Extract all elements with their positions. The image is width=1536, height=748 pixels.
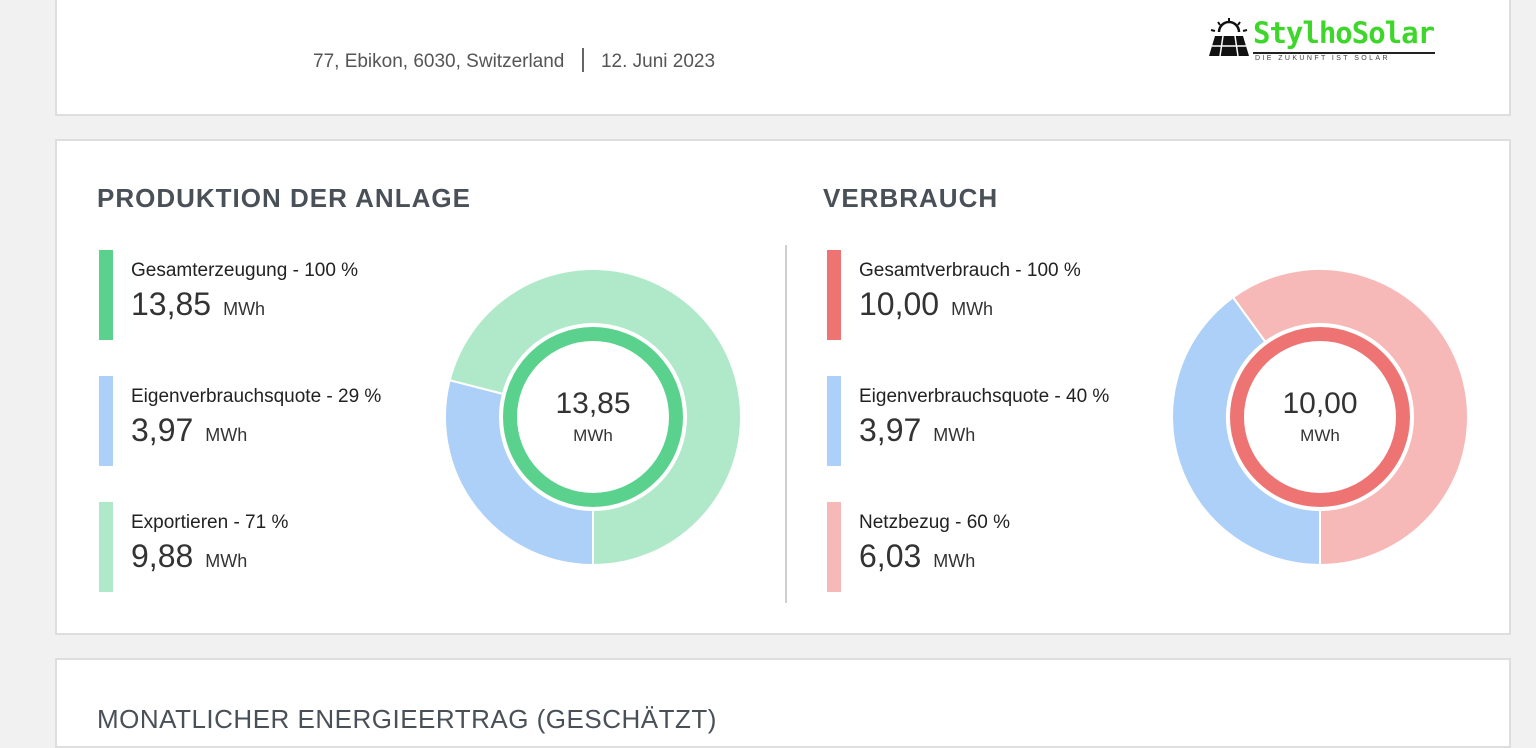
production-donut-chart: 13,85 MWh: [443, 267, 743, 567]
logo-wordmark: StylhoSolar: [1253, 16, 1435, 50]
legend-color-bar: [99, 502, 113, 592]
legend-value: 10,00 MWh: [859, 286, 994, 322]
legend-color-bar: [99, 376, 113, 466]
legend-value: 6,03 MWh: [859, 538, 976, 574]
legend-label: Netzbezug - 60 %: [859, 512, 1011, 533]
legend-color-bar: [827, 376, 841, 466]
monthly-yield-title: MONATLICHER ENERGIEERTRAG (GESCHÄTZT): [97, 704, 717, 734]
section-divider: [785, 245, 787, 603]
donut-center-unit: MWh: [1300, 426, 1340, 445]
donut-center-unit: MWh: [573, 426, 613, 445]
legend-color-bar: [827, 502, 841, 592]
legend-value: 3,97 MWh: [131, 412, 248, 448]
legend-label: Gesamterzeugung - 100 %: [131, 260, 359, 281]
sun-panel-icon: [1209, 18, 1249, 57]
address-line: 77, Ebikon, 6030, Switzerland 12. Juni 2…: [313, 48, 715, 73]
legend-label: Eigenverbrauchsquote - 29 %: [131, 386, 382, 407]
address: 77, Ebikon, 6030, Switzerland: [313, 51, 565, 72]
separator: [581, 48, 584, 72]
logo-tagline: DIE ZUKUNFT IST SOLAR: [1255, 55, 1390, 62]
legend-value: 13,85 MWh: [131, 286, 266, 322]
legend-label: Exportieren - 71 %: [131, 512, 289, 533]
donut-slice-exportieren: [448, 268, 742, 567]
donut-total-ring: [503, 327, 683, 507]
legend-label: Eigenverbrauchsquote - 40 %: [859, 386, 1110, 407]
legend-color-bar: [99, 250, 113, 340]
summary-card: PRODUKTION DER ANLAGE Gesamterzeugung - …: [55, 139, 1511, 635]
consumption-donut-chart: 10,00 MWh: [1170, 267, 1470, 567]
logo-underline: [1253, 52, 1435, 54]
monthly-yield-card: MONATLICHER ENERGIEERTRAG (GESCHÄTZT): [55, 658, 1511, 748]
production-title: PRODUKTION DER ANLAGE: [97, 183, 471, 213]
donut-center-value: 13,85: [555, 387, 631, 420]
legend-color-bar: [827, 250, 841, 340]
company-logo: StylhoSolar DIE ZUKUNFT IST SOLAR: [1207, 16, 1447, 66]
legend-value: 3,97 MWh: [859, 412, 976, 448]
legend-label: Gesamtverbrauch - 100 %: [859, 260, 1081, 281]
report-date: 12. Juni 2023: [600, 51, 716, 72]
donut-total-ring: [1230, 327, 1410, 507]
consumption-title: VERBRAUCH: [823, 183, 999, 213]
donut-slice-eigenverbrauchsquote: [1171, 295, 1321, 567]
donut-slice-eigenverbrauchsquote: [444, 378, 594, 567]
donut-slice-netzbezug: [1231, 268, 1469, 567]
legend-value: 9,88 MWh: [131, 538, 248, 574]
header-card: 77, Ebikon, 6030, Switzerland 12. Juni 2…: [55, 0, 1511, 116]
donut-center-value: 10,00: [1282, 387, 1358, 420]
